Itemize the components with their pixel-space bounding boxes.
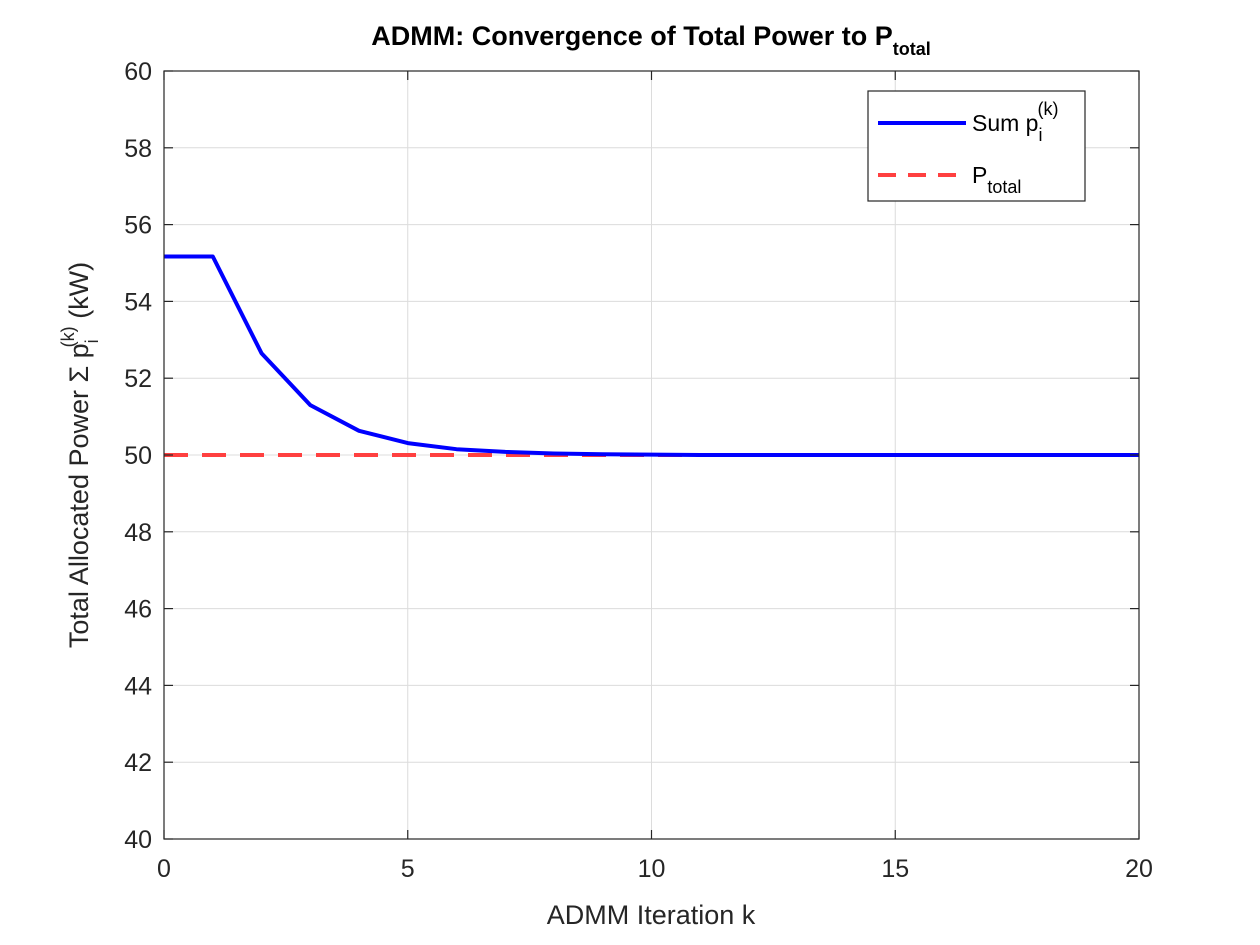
sum-power-line	[164, 254, 1139, 457]
x-tick-label: 5	[401, 855, 415, 883]
y-tick-label: 40	[124, 826, 152, 854]
x-tick-label: 10	[638, 855, 666, 883]
y-tick-label: 46	[124, 596, 152, 624]
y-tick-label: 48	[124, 519, 152, 547]
x-axis-label: ADMM Iteration k	[547, 900, 756, 930]
legend-label-ptotal: Ptotal	[972, 162, 1021, 197]
ticks: 0 5 10 15 20 40 42 44 46 48 50 52 54 56 58 60	[124, 58, 1153, 883]
y-tick-label: 42	[124, 749, 152, 777]
y-tick-label: 52	[124, 365, 152, 393]
y-tick-label: 54	[124, 288, 152, 316]
y-tick-label: 56	[124, 212, 152, 240]
x-tick-label: 0	[157, 855, 171, 883]
y-tick-label: 60	[124, 58, 152, 86]
y-axis-label: Total Allocated Power Σ pi(k) (kW)	[58, 262, 102, 648]
y-tick-label: 58	[124, 135, 152, 163]
legend: Sum pi(k) Ptotal	[867, 90, 1086, 202]
legend-label-sum: Sum pi(k)	[972, 99, 1058, 145]
x-tick-label: 20	[1125, 855, 1153, 883]
x-tick-label: 15	[881, 855, 909, 883]
chart-title: ADMM: Convergence of Total Power to Ptot…	[371, 21, 931, 59]
y-tick-label: 50	[124, 442, 152, 470]
y-tick-label: 44	[124, 672, 152, 700]
legend-box	[867, 90, 1086, 202]
series-layer	[164, 254, 1139, 457]
